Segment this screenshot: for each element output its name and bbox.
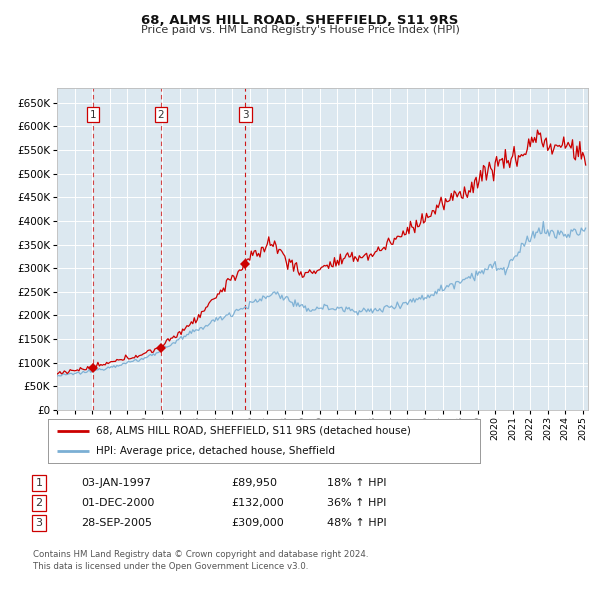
Text: 1: 1	[89, 110, 96, 120]
Text: Contains HM Land Registry data © Crown copyright and database right 2024.: Contains HM Land Registry data © Crown c…	[33, 550, 368, 559]
Text: £89,950: £89,950	[231, 478, 277, 487]
Text: HPI: Average price, detached house, Sheffield: HPI: Average price, detached house, Shef…	[95, 446, 335, 456]
Text: This data is licensed under the Open Government Licence v3.0.: This data is licensed under the Open Gov…	[33, 562, 308, 571]
Text: £132,000: £132,000	[231, 498, 284, 507]
Text: 03-JAN-1997: 03-JAN-1997	[81, 478, 151, 487]
Text: 01-DEC-2000: 01-DEC-2000	[81, 498, 154, 507]
Text: 2: 2	[157, 110, 164, 120]
Text: 3: 3	[242, 110, 249, 120]
Text: Price paid vs. HM Land Registry's House Price Index (HPI): Price paid vs. HM Land Registry's House …	[140, 25, 460, 35]
Text: £309,000: £309,000	[231, 518, 284, 527]
Text: 68, ALMS HILL ROAD, SHEFFIELD, S11 9RS: 68, ALMS HILL ROAD, SHEFFIELD, S11 9RS	[142, 14, 458, 27]
Text: 2: 2	[35, 498, 43, 507]
Text: 36% ↑ HPI: 36% ↑ HPI	[327, 498, 386, 507]
Text: 1: 1	[35, 478, 43, 487]
Text: 18% ↑ HPI: 18% ↑ HPI	[327, 478, 386, 487]
Text: 28-SEP-2005: 28-SEP-2005	[81, 518, 152, 527]
Text: 48% ↑ HPI: 48% ↑ HPI	[327, 518, 386, 527]
Text: 68, ALMS HILL ROAD, SHEFFIELD, S11 9RS (detached house): 68, ALMS HILL ROAD, SHEFFIELD, S11 9RS (…	[95, 426, 410, 436]
Text: 3: 3	[35, 518, 43, 527]
